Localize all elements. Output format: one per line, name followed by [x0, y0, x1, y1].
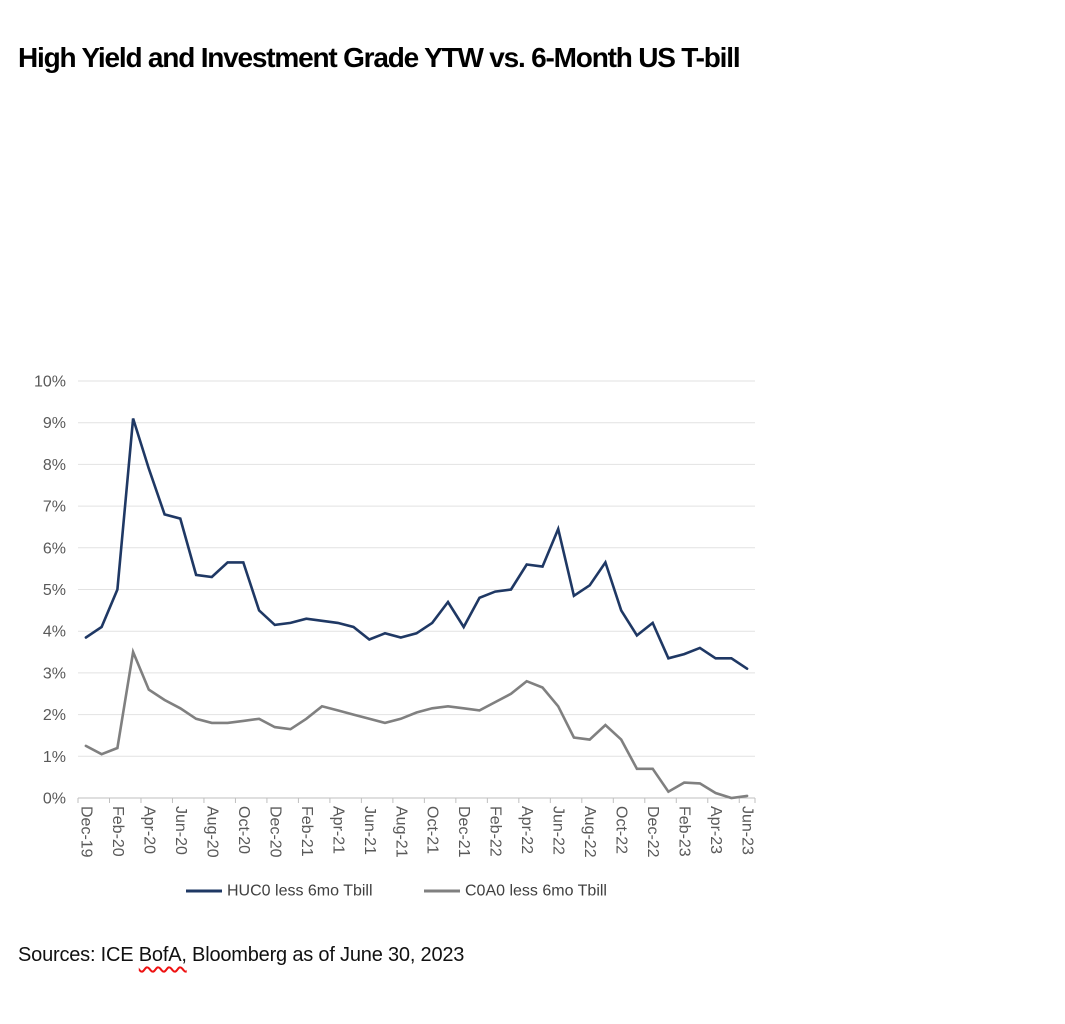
- x-axis-label: Feb-20: [109, 806, 126, 857]
- x-axis-label: Feb-23: [676, 806, 693, 857]
- legend-label: C0A0 less 6mo Tbill: [465, 883, 607, 900]
- x-axis-label: Apr-23: [707, 806, 724, 854]
- series-line-c0a0: [84, 647, 749, 800]
- x-axis-label: Dec-21: [455, 806, 472, 858]
- x-axis-label: Feb-21: [298, 806, 315, 857]
- y-axis-label: 6%: [43, 540, 66, 557]
- x-axis-label: Dec-22: [644, 806, 661, 858]
- x-axis-label: Feb-22: [487, 806, 504, 857]
- chart-title: High Yield and Investment Grade YTW vs. …: [18, 42, 741, 73]
- y-axis-label: 0%: [43, 791, 66, 808]
- x-axis-label: Apr-20: [140, 806, 157, 854]
- x-axis-label: Oct-21: [424, 806, 441, 854]
- x-axis-label: Aug-22: [581, 806, 598, 858]
- x-axis-label: Dec-20: [266, 806, 283, 858]
- source-note-suffix: Bloomberg as of June 30, 2023: [186, 944, 465, 966]
- x-axis-label: Aug-21: [392, 806, 409, 858]
- x-axis-label: Jun-20: [172, 806, 189, 855]
- x-axis-label: Oct-20: [235, 806, 252, 854]
- line-chart-canvas: 0% 1% 2% 3% 4% 5% 6% 7% 8% 9% 10% Dec-19 Feb-20 Apr-2…: [34, 374, 756, 900]
- y-axis-label: 5%: [43, 582, 66, 599]
- x-axis-label: Apr-21: [329, 806, 346, 854]
- x-axis-label: Apr-22: [518, 806, 535, 854]
- y-axis-label: 4%: [43, 624, 66, 641]
- source-note: Sources: ICE BofA, Bloomberg as of June …: [18, 944, 464, 967]
- x-axis-label: Jun-21: [361, 806, 378, 855]
- x-axis-label: Jun-23: [739, 806, 756, 855]
- source-note-prefix: Sources: ICE: [18, 944, 139, 966]
- y-axis-label: 2%: [43, 707, 66, 724]
- y-axis-label: 9%: [43, 415, 66, 432]
- series-line-huc0: [84, 418, 749, 671]
- x-axis-label: Oct-22: [613, 806, 630, 854]
- spellcheck-flagged-word: BofA,: [138, 944, 187, 966]
- x-axis-label: Jun-22: [550, 806, 567, 855]
- y-axis-label: 7%: [43, 499, 66, 516]
- y-axis-label: 8%: [43, 457, 66, 474]
- y-axis-label: 1%: [43, 749, 66, 766]
- x-axis-label: Dec-19: [77, 806, 94, 858]
- x-axis-label: Aug-20: [203, 806, 220, 858]
- legend-label: HUC0 less 6mo Tbill: [227, 883, 373, 900]
- y-axis-label: 10%: [34, 374, 66, 391]
- y-axis-label: 3%: [43, 665, 66, 682]
